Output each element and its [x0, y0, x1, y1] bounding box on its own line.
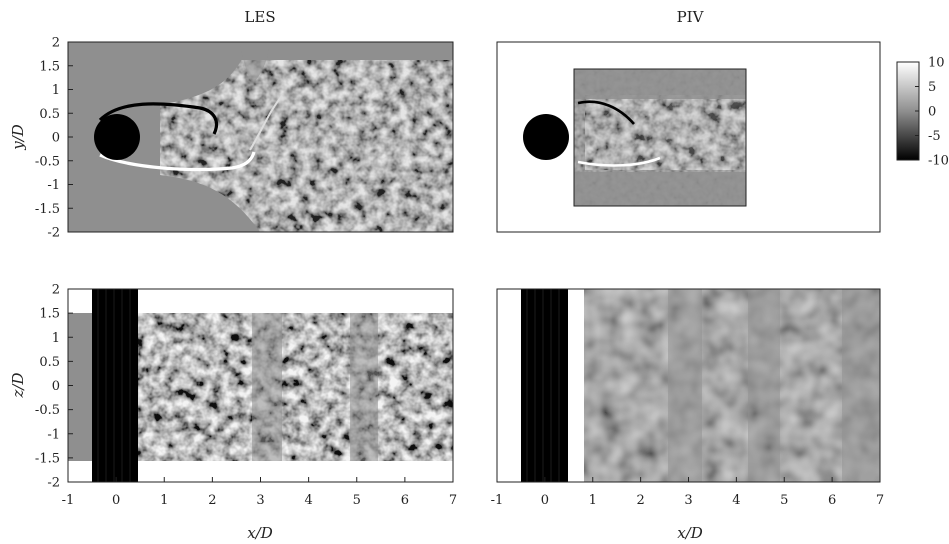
cylinder-piv [523, 114, 569, 160]
xtick-left-label: 1 [160, 493, 168, 508]
colorbar-label: -5 [928, 129, 941, 144]
colorbar-label: 0 [928, 105, 936, 120]
ytick-label: 0.5 [39, 107, 60, 122]
panel-les: LES 2 1.5 1 0.5 0 -0.5 -1 -1.5 -2 y/D [9, 8, 454, 241]
ytick-label: 1 [52, 83, 60, 98]
cylinder-band-piv [521, 289, 568, 482]
xtick-right-label: -1 [491, 493, 504, 508]
xtick-right-label: 3 [684, 493, 692, 508]
xtick-left-label: 0 [112, 493, 120, 508]
xtick-left-label: 2 [208, 493, 216, 508]
ztick-label: 0.5 [39, 355, 60, 370]
ztick-label: 2 [52, 283, 60, 298]
ztick-label: 1 [52, 331, 60, 346]
x-ticks-left: -1 0 1 2 3 4 5 6 7 [62, 477, 457, 508]
ytick-label: 1.5 [39, 59, 60, 74]
ztick-label: -1 [47, 427, 60, 442]
xtick-right-label: 5 [780, 493, 788, 508]
xtick-right-label: 0 [541, 493, 549, 508]
cylinder-les [94, 114, 140, 160]
z-ticks: 2 1.5 1 0.5 0 -0.5 -1 -1.5 -2 [35, 283, 73, 491]
panel-les-spanwise: 2 1.5 1 0.5 0 -0.5 -1 -1.5 -2 -1 0 1 2 3 4 5 6 7 z/D x/D [9, 283, 457, 543]
ztick-label: 0 [52, 379, 60, 394]
cylinder-band-les [92, 289, 138, 482]
ztick-label: -2 [47, 476, 60, 491]
xtick-left-label: 3 [256, 493, 264, 508]
xtick-right-label: 4 [732, 493, 740, 508]
ytick-label: -0.5 [35, 154, 60, 169]
colorbar-label: 10 [928, 56, 945, 71]
xtick-left-label: 7 [449, 493, 457, 508]
xlabel-left: x/D [247, 524, 273, 542]
panel-piv-spanwise: -1 0 1 2 3 4 5 6 7 x/D [491, 288, 884, 542]
ytick-label: -2 [47, 226, 60, 241]
colorbar-label: 5 [928, 80, 936, 95]
xtick-left-label: 6 [401, 493, 409, 508]
ytick-label: -1 [47, 178, 60, 193]
ytick-label: -1.5 [35, 202, 60, 217]
xtick-right-label: 1 [589, 493, 597, 508]
xtick-left-label: 5 [353, 493, 361, 508]
x-ticks-right: -1 0 1 2 3 4 5 6 7 [491, 477, 884, 508]
ztick-label: -0.5 [35, 403, 60, 418]
panel-title-les: LES [244, 8, 275, 26]
zlabel: z/D [9, 373, 27, 399]
ztick-label: -1.5 [35, 451, 60, 466]
xtick-left-label: 4 [304, 493, 312, 508]
ytick-label: 0 [52, 131, 60, 146]
ztick-label: 1.5 [39, 307, 60, 322]
xtick-right-label: 6 [828, 493, 836, 508]
y-ticks-les: 2 1.5 1 0.5 0 -0.5 -1 -1.5 -2 [35, 36, 73, 241]
colorbar: 10 5 0 -5 -10 [896, 56, 949, 169]
ylabel-les: y/D [9, 124, 27, 151]
colorbar-label: -10 [928, 154, 949, 169]
xtick-right-label: 2 [636, 493, 644, 508]
xtick-left-label: -1 [62, 493, 75, 508]
panel-title-piv: PIV [677, 8, 705, 26]
xlabel-right: x/D [677, 524, 703, 542]
xtick-right-label: 7 [876, 493, 884, 508]
panel-piv: PIV [496, 8, 881, 233]
ytick-label: 2 [52, 36, 60, 51]
